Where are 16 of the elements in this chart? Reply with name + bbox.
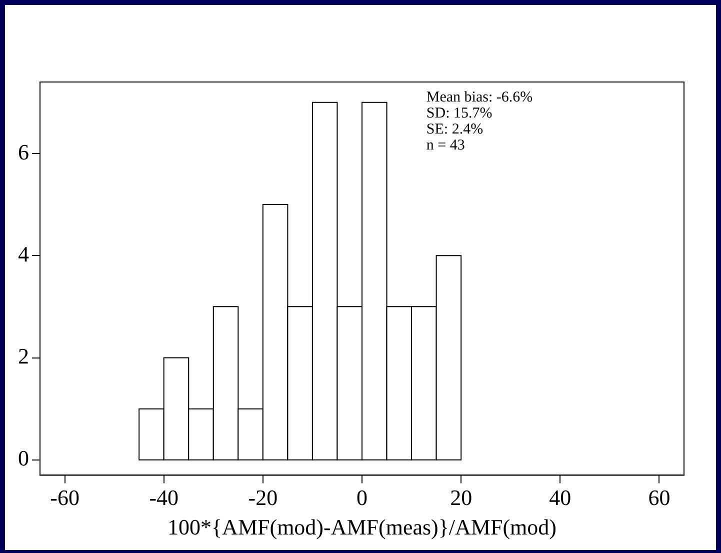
annotation: n = 43 (426, 137, 465, 154)
x-tick-label: 40 (549, 485, 572, 510)
annotation: Mean bias: -6.6% (426, 89, 533, 106)
x-tick-label: -60 (50, 485, 80, 510)
x-tick-label: -40 (149, 485, 179, 510)
y-tick-label: 0 (18, 446, 29, 471)
x-tick-label: 60 (648, 485, 670, 510)
y-tick-label: 4 (18, 241, 29, 266)
x-tick-label: -20 (248, 485, 278, 510)
x-tick-label: 20 (450, 485, 472, 510)
y-tick-label: 6 (18, 139, 29, 164)
x-tick-label: 0 (356, 485, 368, 510)
annotation: SD: 15.7% (426, 105, 492, 122)
y-tick-label: 2 (18, 344, 29, 369)
annotation: SE: 2.4% (426, 121, 484, 138)
x-axis-title: 100*{AMF(mod)-AMF(meas)}/AMF(mod) (168, 514, 556, 540)
